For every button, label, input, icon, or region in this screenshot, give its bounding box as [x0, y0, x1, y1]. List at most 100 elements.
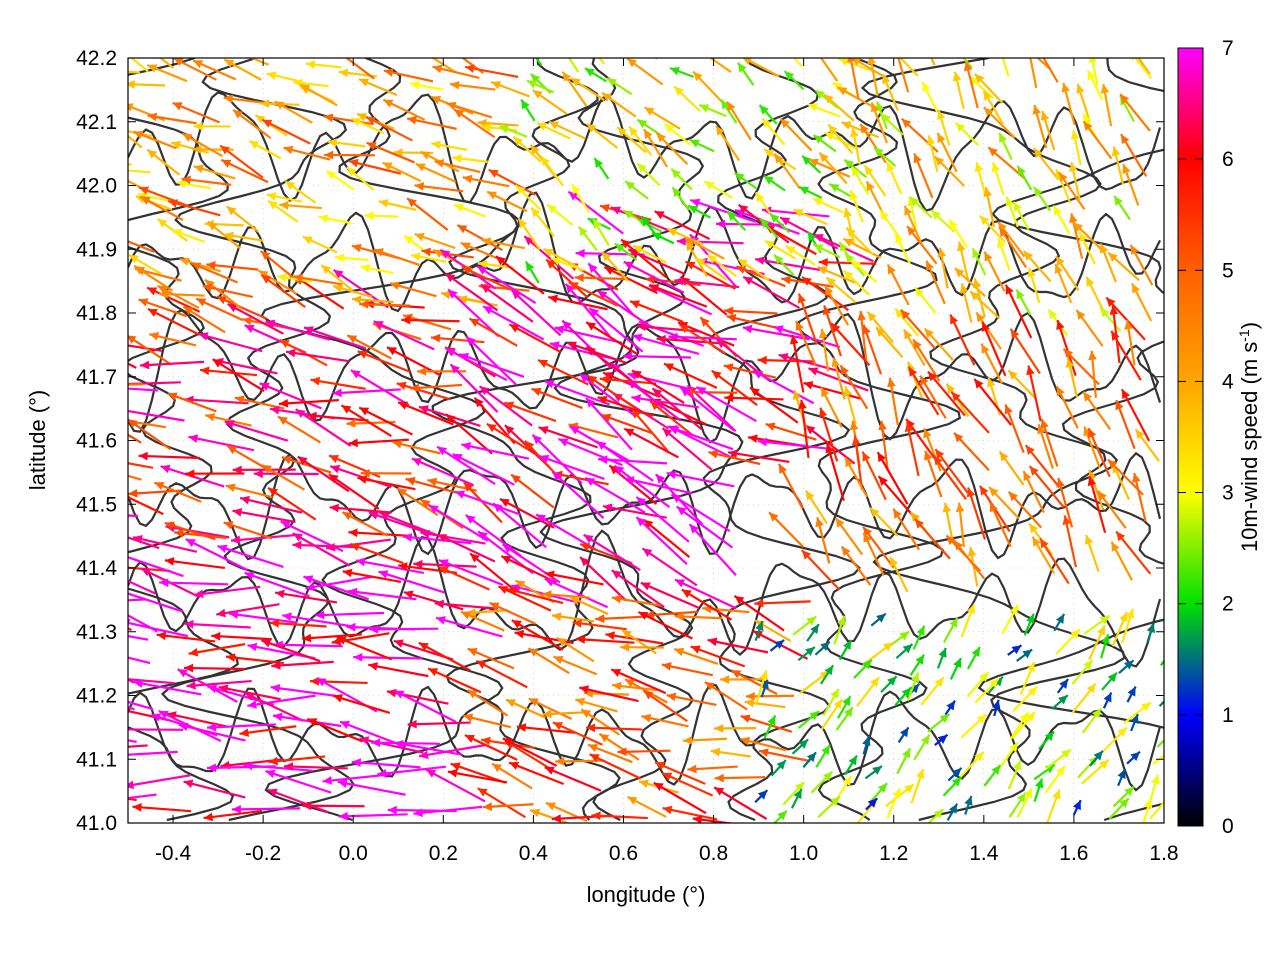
- wind-vector: [763, 174, 786, 192]
- wind-vector: [283, 145, 331, 161]
- x-tick-label: 1.2: [879, 842, 908, 865]
- wind-vector: [592, 218, 610, 246]
- wind-vector: [790, 788, 803, 809]
- wind-vector: [453, 108, 496, 139]
- wind-vector: [1044, 765, 1066, 794]
- wind-vector: [133, 679, 202, 696]
- wind-vector: [469, 552, 518, 593]
- wind-vector: [467, 647, 515, 670]
- wind-vector: [449, 363, 499, 413]
- wind-vector: [219, 144, 264, 179]
- wind-vector: [1056, 477, 1074, 528]
- wind-vector: [769, 212, 791, 234]
- wind-vector: [302, 801, 365, 811]
- wind-vector: [170, 140, 209, 154]
- wind-vector: [797, 293, 818, 345]
- wind-vector: [128, 70, 141, 74]
- x-axis-title: longitude (°): [587, 882, 706, 907]
- wind-vector: [292, 532, 351, 567]
- wind-vector: [595, 614, 648, 623]
- wind-vector: [687, 204, 711, 219]
- wind-vector: [795, 320, 817, 366]
- wind-vector: [545, 258, 589, 299]
- wind-vector: [831, 357, 846, 400]
- wind-vector: [227, 303, 284, 335]
- contour-line: [977, 58, 1164, 822]
- wind-vector: [538, 454, 605, 480]
- wind-vector: [966, 487, 987, 540]
- wind-vector: [726, 313, 780, 330]
- wind-vector: [801, 155, 822, 174]
- wind-vector: [777, 463, 804, 510]
- wind-vector: [850, 127, 861, 165]
- wind-vector: [138, 298, 188, 318]
- wind-vector: [261, 639, 321, 663]
- wind-vector: [1166, 687, 1177, 698]
- wind-vector: [896, 747, 912, 775]
- wind-vector: [864, 765, 883, 780]
- wind-vector: [611, 681, 658, 692]
- wind-vector: [1055, 255, 1080, 291]
- wind-vector: [862, 532, 885, 576]
- wind-vector: [927, 713, 951, 733]
- wind-vector: [666, 470, 735, 488]
- wind-vector: [224, 420, 289, 442]
- wind-vector: [754, 789, 769, 804]
- wind-vector: [737, 258, 770, 281]
- wind-vector: [348, 158, 402, 175]
- wind-vector: [138, 451, 200, 461]
- wind-vector: [571, 183, 590, 214]
- wind-vector: [498, 125, 528, 138]
- wind-vector: [225, 483, 273, 499]
- wind-vector: [540, 155, 564, 187]
- wind-vector: [464, 734, 518, 761]
- wind-vector: [974, 161, 987, 197]
- wind-vector: [679, 386, 736, 432]
- wind-vector: [1009, 328, 1041, 375]
- wind-vector: [953, 539, 986, 580]
- wind-vector: [713, 786, 768, 820]
- wind-vector: [129, 58, 149, 73]
- wind-vector: [128, 579, 156, 595]
- colorbar-title-superscript: -1: [1236, 329, 1252, 342]
- x-tick-label: 0.4: [519, 842, 549, 865]
- wind-vector: [768, 511, 805, 548]
- wind-vector: [464, 64, 519, 78]
- colorbar-tick-label: 6: [1222, 148, 1234, 171]
- wind-vector: [1023, 613, 1035, 636]
- wind-vector: [428, 504, 489, 542]
- wind-vector: [1033, 778, 1044, 802]
- x-axis-ticks: -0.4 -0.2 0.0 0.2 0.4 0.6 0.8 1.0 1.2 1.4 1.6 1.8: [155, 58, 1179, 865]
- wind-vector: [817, 795, 841, 819]
- wind-vector: [818, 328, 830, 372]
- wind-vector: [278, 398, 339, 408]
- wind-vector: [281, 455, 332, 474]
- wind-vector: [486, 190, 528, 213]
- wind-vector: [1053, 613, 1066, 632]
- wind-vector: [579, 685, 639, 703]
- wind-vector: [773, 809, 788, 823]
- wind-vector: [844, 456, 868, 498]
- wind-vector: [1072, 799, 1082, 816]
- wind-vector: [186, 679, 252, 690]
- wind-vector: [299, 83, 338, 107]
- wind-vector: [360, 468, 412, 478]
- wind-vector: [666, 227, 704, 246]
- wind-vector: [128, 556, 184, 578]
- wind-vector: [128, 474, 142, 481]
- wind-vector: [836, 86, 877, 110]
- wind-vector: [742, 324, 810, 341]
- wind-vector: [507, 587, 564, 605]
- wind-vector: [1121, 608, 1135, 644]
- y-tick-label: 41.7: [76, 366, 117, 389]
- wind-vector: [818, 257, 877, 267]
- wind-vector: [267, 199, 299, 223]
- wind-vector: [1129, 244, 1154, 286]
- wind-vector: [903, 205, 923, 246]
- wind-vector: [1001, 58, 1010, 77]
- wind-vector: [606, 77, 633, 96]
- wind-vector: [266, 192, 303, 203]
- wind-vector: [676, 237, 744, 246]
- wind-vector: [382, 161, 422, 183]
- wind-vector: [983, 251, 1006, 292]
